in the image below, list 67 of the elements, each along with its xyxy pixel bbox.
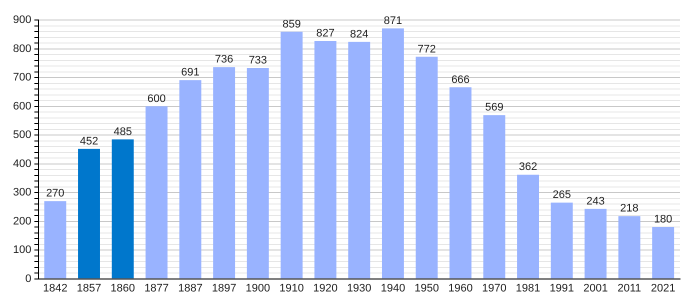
y-tick-label: 700 [12,72,32,84]
bar [246,68,269,278]
data-label: 265 [552,189,571,202]
bar [483,115,506,278]
data-label: 218 [620,202,639,215]
bar [44,201,66,278]
bar [584,208,607,278]
data-label: 243 [586,195,605,208]
y-tick-label: 400 [12,158,32,170]
x-tick-label: 1897 [212,282,236,294]
data-label: 180 [654,214,672,226]
data-label: 270 [46,188,64,200]
data-label: 485 [114,126,132,138]
bar [146,106,168,278]
data-label: 824 [350,28,368,40]
data-label: 691 [181,66,200,79]
data-label: 859 [282,18,301,30]
bar [550,202,573,278]
x-tick-label: 1860 [110,282,136,294]
x-tick-label: 1981 [516,282,540,294]
bar [179,80,202,278]
data-label: 362 [518,161,538,174]
y-tick-label: 100 [12,244,32,256]
bar [280,32,303,278]
data-label: 871 [384,14,402,27]
bar [78,148,100,278]
data-label: 452 [80,135,98,148]
data-label: 666 [451,74,470,86]
x-tick-label: 1877 [144,282,169,294]
bar [382,28,404,278]
x-tick-label: 2011 [618,282,642,294]
y-tick-label: 600 [12,100,32,112]
x-tick-label: 2021 [650,282,676,294]
x-tick-label: 1857 [76,282,102,294]
x-tick-label: 2001 [583,282,608,294]
x-tick-label: 1920 [313,282,338,294]
bar [314,40,336,278]
x-tick-label: 1887 [178,282,203,294]
bar [348,42,370,278]
data-label: 772 [418,43,436,56]
y-tick-label: 0 [25,272,32,285]
y-tick-label: 500 [12,129,32,142]
x-tick-label: 1970 [482,282,506,294]
x-tick-label: 1930 [346,282,372,294]
x-tick-label: 1950 [414,282,439,294]
y-tick-label: 300 [12,186,32,199]
x-tick-label: 1940 [380,282,406,294]
bar [652,227,674,278]
data-label: 733 [248,54,268,67]
x-tick-label: 1960 [448,282,473,294]
bar [450,87,472,278]
x-tick-label: 1900 [246,282,270,294]
data-label: 827 [316,28,335,40]
data-label: 569 [485,102,504,114]
y-tick-label: 900 [12,14,32,26]
bar [112,139,134,278]
bar [416,56,438,278]
x-tick-label: 1910 [279,282,304,294]
x-tick-label: 1991 [550,282,574,294]
y-tick-label: 800 [12,42,32,55]
data-label: 600 [147,92,166,105]
bar [618,216,640,278]
bar [517,174,540,278]
bar [213,67,236,278]
y-tick-label: 200 [12,215,32,228]
x-tick-label: 1842 [42,282,68,294]
data-label: 736 [214,54,234,66]
